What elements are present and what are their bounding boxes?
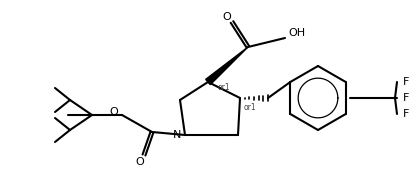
Text: or1: or1 <box>244 104 257 113</box>
Text: N: N <box>173 130 181 140</box>
Text: OH: OH <box>288 28 305 38</box>
Text: O: O <box>222 12 232 22</box>
Text: F: F <box>403 77 410 87</box>
Polygon shape <box>206 47 248 85</box>
Text: O: O <box>136 157 144 167</box>
Text: or1: or1 <box>218 83 231 93</box>
Text: F: F <box>403 109 410 119</box>
Text: O: O <box>110 107 118 117</box>
Text: F: F <box>403 93 410 103</box>
